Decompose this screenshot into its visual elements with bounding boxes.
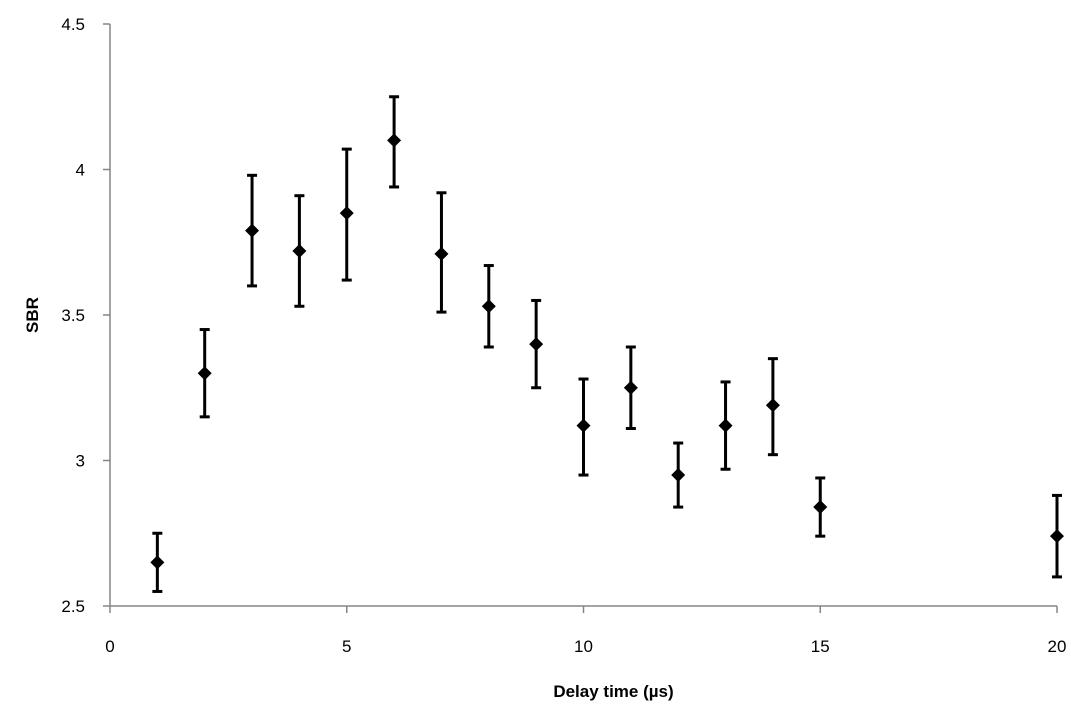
data-point — [718, 418, 733, 433]
x-tick-label: 10 — [574, 637, 593, 656]
data-point — [576, 418, 591, 433]
data-point — [765, 398, 780, 413]
y-tick-label: 4 — [76, 161, 85, 180]
data-point — [813, 500, 828, 515]
y-tick-label: 3 — [76, 452, 85, 471]
data-point — [671, 468, 686, 483]
data-point — [481, 299, 496, 314]
data-point — [1050, 529, 1064, 544]
error-bars — [152, 95, 1062, 593]
axes — [109, 24, 1057, 607]
x-tick-label: 0 — [105, 637, 114, 656]
x-axis-ticks: 0 5 10 15 20 — [105, 606, 1066, 656]
data-point — [434, 246, 449, 261]
data-point — [197, 366, 212, 381]
y-tick-label: 2.5 — [61, 597, 85, 616]
x-tick-label: 15 — [811, 637, 830, 656]
data-point — [623, 380, 638, 395]
y-axis-ticks: 2.5 3 3.5 4 4.5 — [61, 15, 110, 616]
data-point — [529, 337, 544, 352]
data-point — [245, 223, 260, 238]
x-axis-title: Delay time (µs) — [553, 682, 673, 701]
y-tick-label: 3.5 — [61, 306, 85, 325]
y-axis-title: SBR — [23, 297, 42, 333]
x-tick-label: 5 — [342, 637, 351, 656]
data-markers — [150, 133, 1064, 570]
data-point — [339, 206, 354, 221]
y-tick-label: 4.5 — [61, 15, 85, 34]
data-point — [292, 243, 307, 258]
x-tick-label: 20 — [1048, 637, 1067, 656]
data-point — [150, 555, 165, 570]
data-point — [387, 133, 402, 148]
